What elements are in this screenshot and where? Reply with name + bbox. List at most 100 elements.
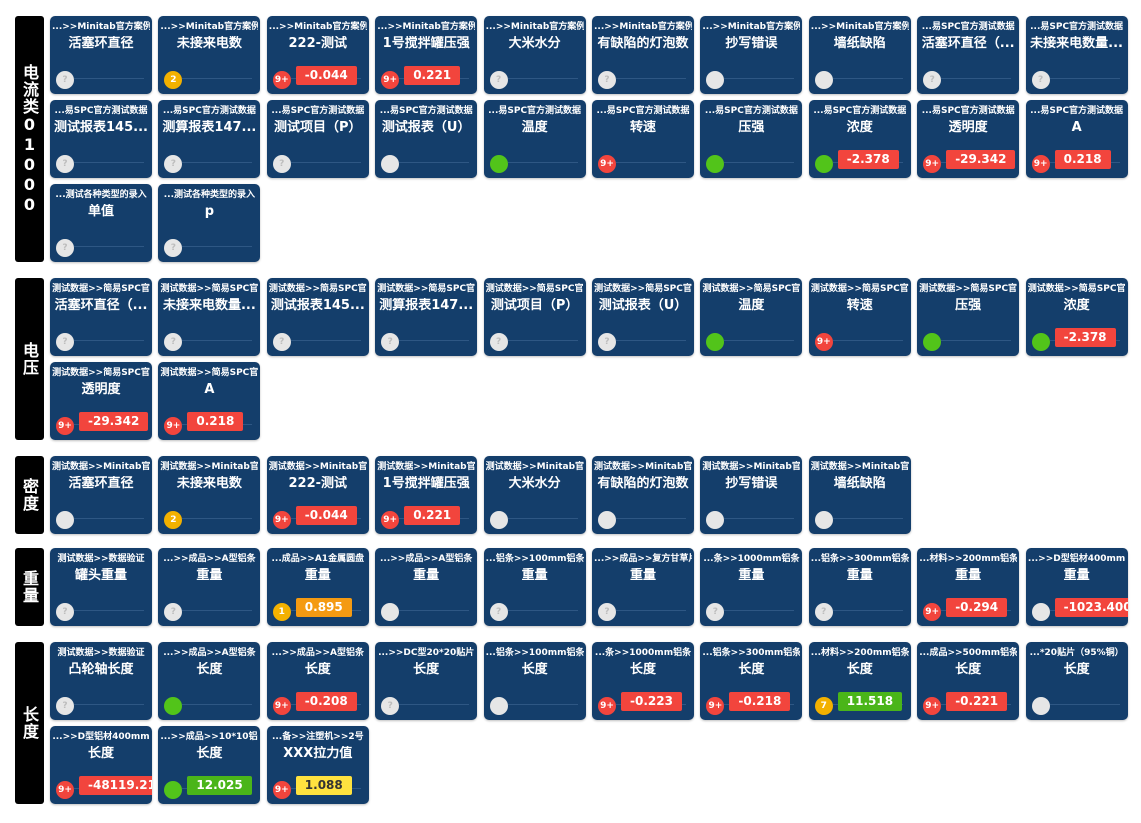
monitor-tile[interactable]: ...易SPC官方测试数据 转速 9+ — [592, 100, 694, 178]
monitor-tile[interactable]: ...>>Minitab官方案例 抄写错误 — [700, 16, 803, 94]
monitor-tile[interactable]: ...>>D型铝材400mm 重量 -1023.400 — [1025, 548, 1128, 626]
tile-title: 大米水分 — [508, 476, 561, 491]
monitor-tile[interactable]: 测试数据>>Minitab官 未接来电数 2 — [158, 456, 261, 534]
tile-title: 墙纸缺陷 — [833, 476, 886, 491]
monitor-tile[interactable]: ...>>DC型20*20贴片 长度? — [375, 642, 478, 720]
tile-title: A — [1071, 120, 1082, 135]
monitor-tile[interactable]: ...>>成品>>A型铝条 长度 — [158, 642, 261, 720]
monitor-tile[interactable]: ...条>>1000mm铝条 重量? — [700, 548, 803, 626]
value-box: 1.088 — [295, 776, 352, 795]
monitor-tile[interactable]: ...易SPC官方测试数据 测试项目（P）? — [266, 100, 369, 178]
monitor-tile[interactable]: ...>>成品>>复方甘草片 重量? — [592, 548, 694, 626]
tile-path: 测试数据>>简易SPC官 — [702, 284, 801, 294]
monitor-tile[interactable]: ...>>Minitab官方案例 活塞环直径? — [50, 16, 152, 94]
monitor-tile[interactable]: ...铝条>>100mm铝条 重量? — [483, 548, 586, 626]
monitor-tile[interactable]: ...>>Minitab官方案例 有缺陷的灯泡数? — [592, 16, 694, 94]
monitor-tile[interactable]: 测试数据>>Minitab官 抄写错误 — [700, 456, 803, 534]
monitor-tile[interactable]: ...易SPC官方测试数据 测试报表145...? — [50, 100, 152, 178]
tile-path: ...易SPC官方测试数据 — [596, 106, 690, 116]
monitor-tile[interactable]: 测试数据>>Minitab官 墙纸缺陷 — [808, 456, 911, 534]
monitor-tile[interactable]: ...>>Minitab官方案例 未接来电数 2 — [158, 16, 261, 94]
value-box: 0.218 — [1054, 150, 1111, 169]
monitor-tile[interactable]: 测试数据>>简易SPC官 压强 — [917, 278, 1020, 356]
monitor-tile[interactable]: 测试数据>>简易SPC官 测试报表145...? — [266, 278, 369, 356]
monitor-tile[interactable]: ...易SPC官方测试数据 测算报表147...? — [158, 100, 261, 178]
unknown-status-badge: ? — [56, 333, 74, 351]
monitor-tile[interactable]: 测试数据>>简易SPC官 测试报表（U）? — [592, 278, 694, 356]
monitor-tile[interactable]: 测试数据>>简易SPC官 未接来电数量...? — [158, 278, 261, 356]
monitor-tile[interactable]: ...易SPC官方测试数据 测试报表（U） — [375, 100, 478, 178]
alarm-count-badge: 2 — [164, 511, 183, 529]
monitor-tile[interactable]: ...>>成品>>A型铝条 重量? — [158, 548, 261, 626]
monitor-tile[interactable]: 测试数据>>数据验证 凸轮轴长度? — [50, 642, 152, 720]
monitor-tile[interactable]: ...易SPC官方测试数据 未接来电数量...? — [1025, 16, 1128, 94]
monitor-tile[interactable]: 测试数据>>简易SPC官 温度 — [700, 278, 803, 356]
monitor-tile[interactable]: 测试数据>>简易SPC官 转速 9+ — [808, 278, 911, 356]
ok-status-dot — [923, 333, 942, 351]
tile-title: 活塞环直径（... — [921, 36, 1015, 51]
tile-title: 长度 — [955, 662, 982, 677]
tile-title: 测试项目（P） — [490, 298, 579, 313]
monitor-tile[interactable]: 测试数据>>Minitab官 有缺陷的灯泡数 — [592, 456, 694, 534]
monitor-tile[interactable]: ...测试各种类型的录入 p? — [158, 184, 261, 262]
tile-path: ...>>成品>>A型铝条 — [271, 648, 364, 658]
monitor-tile[interactable]: ...*20贴片（95%铜） 长度 — [1025, 642, 1128, 720]
unknown-status-badge: ? — [56, 155, 74, 173]
monitor-tile[interactable]: 测试数据>>简易SPC官 活塞环直径（...? — [50, 278, 152, 356]
monitor-tile[interactable]: ...>>成品>>A型铝条 重量 — [375, 548, 478, 626]
empty-status-dot — [56, 511, 74, 529]
monitor-tile[interactable]: 测试数据>>Minitab官大米水分 — [483, 456, 586, 534]
monitor-tile[interactable]: ...铝条>>300mm铝条 重量? — [808, 548, 911, 626]
monitor-tile[interactable]: ...铝条>>100mm铝条 长度 — [483, 642, 586, 720]
monitor-tile[interactable]: ...易SPC官方测试数据 温度 — [483, 100, 586, 178]
tile-path: 测试数据>>Minitab官 — [485, 462, 584, 472]
unknown-status-badge: ? — [381, 333, 400, 351]
unknown-status-badge: ? — [598, 333, 616, 351]
tile-path: ...易SPC官方测试数据 — [488, 106, 582, 116]
monitor-tile[interactable]: ...>>D型铝材400mm 长度 9+ -48119.213 — [50, 726, 152, 804]
tile-path: 测试数据>>简易SPC官 — [160, 284, 259, 294]
tile-path: ...>>Minitab官方案例 — [810, 22, 909, 32]
tile-path: ...>>Minitab官方案例 — [702, 22, 801, 32]
tile-title: 凸轮轴长度 — [68, 662, 134, 677]
value-box: 0.218 — [187, 412, 244, 431]
tile-title: 重量 — [629, 568, 656, 583]
monitor-tile[interactable]: ...易SPC官方测试数据 压强 — [700, 100, 803, 178]
unknown-status-badge: ? — [164, 333, 183, 351]
monitor-tile[interactable]: 测试数据>>数据验证 罐头重量? — [50, 548, 152, 626]
tile-divider — [832, 340, 903, 341]
value-box: -0.221 — [946, 692, 1008, 711]
monitor-tile[interactable]: ...测试各种类型的录入 单值? — [50, 184, 152, 262]
tile-title: 重量 — [196, 568, 223, 583]
alarm-count-badge: 9+ — [272, 697, 291, 715]
value-box: -0.223 — [621, 692, 682, 711]
monitor-tile[interactable]: 测试数据>>Minitab官 活塞环直径 — [50, 456, 152, 534]
monitor-tile[interactable]: 测试数据>>简易SPC官 测试项目（P）? — [483, 278, 586, 356]
alarm-count-badge: 9+ — [272, 71, 291, 89]
tile-title: 浓度 — [846, 120, 873, 135]
monitor-tile[interactable]: ...>>Minitab官方案例 大米水分? — [483, 16, 586, 94]
tile-path: ...>>Minitab官方案例 — [485, 22, 584, 32]
monitor-tile[interactable]: 测试数据>>简易SPC官 测算报表147...? — [375, 278, 478, 356]
monitor-tile[interactable]: ...易SPC官方测试数据 活塞环直径（...? — [917, 16, 1020, 94]
monitor-tile[interactable]: ...>>Minitab官方案例 墙纸缺陷 — [808, 16, 911, 94]
